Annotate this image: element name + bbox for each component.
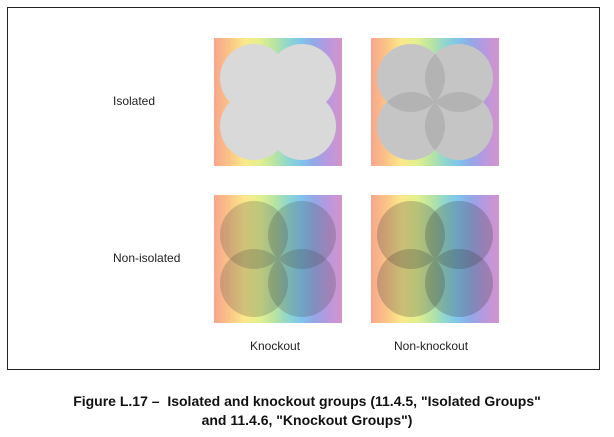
caption-line-2: and 11.4.6, "Knockout Groups") [201,412,413,428]
panel-isolated-non-knockout [371,38,499,166]
column-label-knockout: Knockout [250,339,301,353]
circle-bottom-left [377,249,445,317]
figure-caption: Figure L.17 – Isolated and knockout grou… [0,392,614,430]
circle-top-right [425,44,493,112]
panel-isolated-knockout [214,38,342,166]
circle-top-left [220,44,288,112]
circle-bottom-right [425,249,493,317]
panel-non-isolated-non-knockout [371,195,499,323]
circle-top-left [220,201,288,269]
circle-bottom-left [220,92,288,160]
caption-line-1: Figure L.17 – Isolated and knockout grou… [73,393,541,409]
circle-bottom-left [377,92,445,160]
figure-frame: Isolated Non-isolated [7,7,600,370]
circle-bottom-right [425,92,493,160]
circle-top-right [268,44,336,112]
column-label-non-knockout: Non-knockout [394,339,469,353]
circle-top-left [377,201,445,269]
circle-bottom-right [268,249,336,317]
circle-bottom-left [220,249,288,317]
circle-top-right [267,201,337,269]
panel-non-isolated-knockout [214,195,342,323]
circle-bottom-right [268,92,336,160]
row-label-isolated: Isolated [113,94,156,108]
row-label-non-isolated: Non-isolated [113,251,181,265]
circle-top-right [425,201,493,269]
circle-top-left [377,44,445,112]
